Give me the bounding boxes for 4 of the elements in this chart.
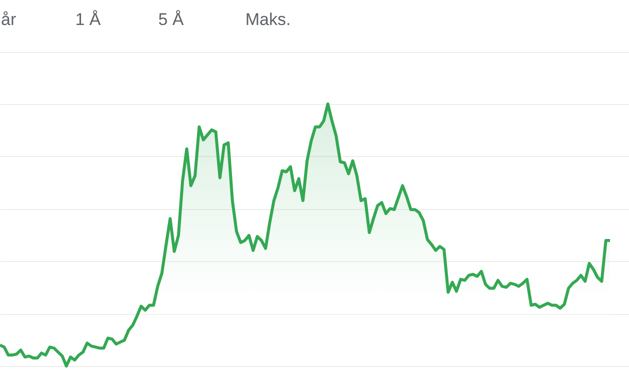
text: år	[1, 10, 16, 29]
text: 5 Å	[158, 10, 184, 29]
text: 1 Å	[75, 10, 102, 29]
text: Maks.	[245, 10, 291, 29]
